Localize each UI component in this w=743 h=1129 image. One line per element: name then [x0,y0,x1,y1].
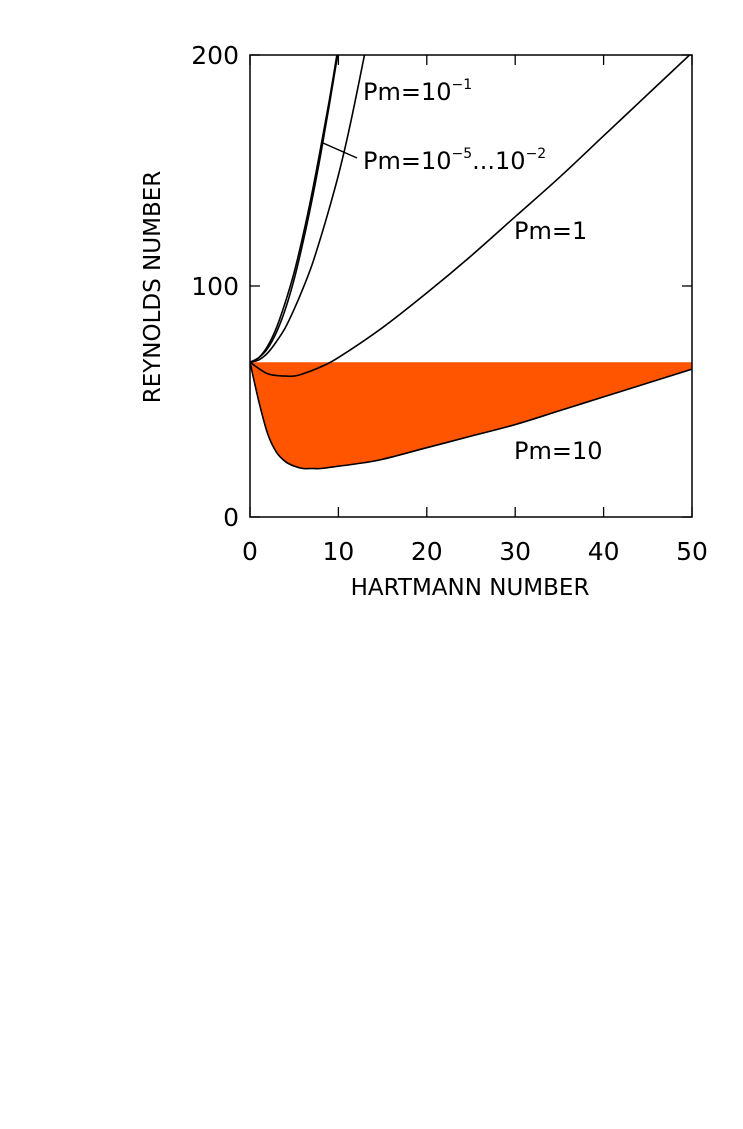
curves-layer [250,55,692,470]
y-axis-title: REYNOLDS NUMBER [140,171,166,404]
label-pm-1e-1: Pm=10−1 [363,77,472,106]
y-tick-label: 200 [191,41,239,70]
curve-series-1-0 [250,55,366,364]
ticks-layer: 0 10 20 30 40 50 0 100 200 [191,41,708,566]
x-tick-label: 10 [322,537,354,566]
instability-region [250,362,692,469]
curve-series-3-0 [250,362,692,470]
curve-series-0-1 [250,55,339,363]
x-tick-label: 0 [242,537,258,566]
x-tick-label: 40 [588,537,620,566]
label-pm-1: Pm=1 [514,217,587,245]
label-pm-1e-5-to-1e-2: Pm=10−5...10−2 [363,146,546,175]
curve-series-2-0 [250,55,691,378]
curve-series-0-0 [250,55,338,363]
label-pointer-line [322,142,358,159]
instability-region-layer [250,362,692,469]
y-tick-label: 0 [223,503,239,532]
x-tick-label: 30 [499,537,531,566]
x-tick-label: 20 [411,537,443,566]
label-pm-10: Pm=10 [514,437,603,465]
y-tick-label: 100 [191,272,239,301]
x-axis-title: HARTMANN NUMBER [351,575,590,601]
x-tick-label: 50 [676,537,708,566]
